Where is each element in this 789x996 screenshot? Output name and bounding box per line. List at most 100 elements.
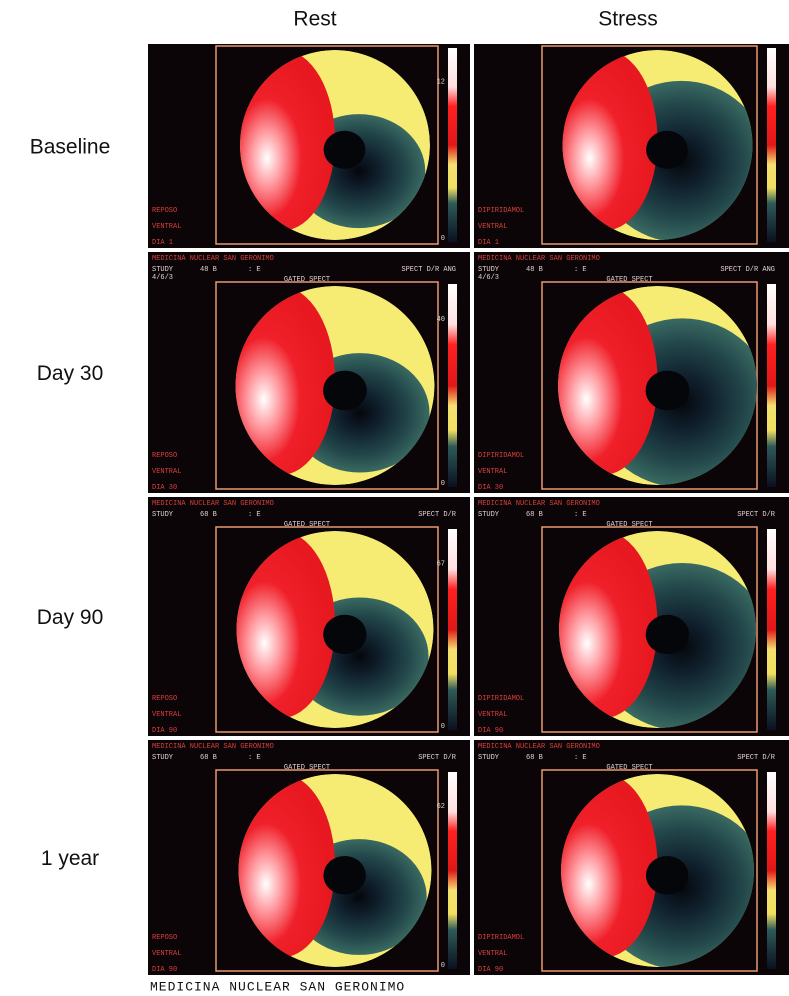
panel-label: REPOSO [152, 695, 177, 703]
panel-label: DIA 90 [152, 966, 177, 974]
color-bar [448, 284, 457, 487]
header-text: 4/6/3 [152, 274, 173, 282]
scale-label: 0 [441, 723, 445, 731]
panel-label: VENTRAL [152, 223, 181, 231]
color-bar [448, 772, 457, 969]
panel-label: VENTRAL [478, 950, 507, 958]
header-text: STUDY [478, 754, 500, 762]
panel-label: DIA 30 [152, 484, 177, 492]
color-bar [448, 48, 457, 242]
color-bar [767, 284, 776, 487]
polar-map-panel: MEDICINA NUCLEAR SAN GERONIMO STUDY 48 B : … [474, 252, 789, 493]
apex [323, 371, 367, 411]
panel-label: VENTRAL [478, 711, 507, 719]
header-text: SPECT D/R [737, 511, 776, 519]
header-text: 68 B [200, 754, 217, 762]
scale-label: 67 [437, 561, 445, 569]
polar-map-panel: DIPIRIDAMOL VENTRAL DIA 1 [474, 44, 789, 248]
panel-label: VENTRAL [152, 950, 181, 958]
header-text: GATED SPECT [284, 764, 330, 772]
header-text: : E [248, 266, 261, 274]
header-text: MEDICINA NUCLEAR SAN GERONIMO [152, 500, 274, 508]
row-label: 1 year [41, 847, 99, 870]
header-text: : E [248, 754, 261, 762]
header-text: MEDICINA NUCLEAR SAN GERONIMO [478, 255, 600, 263]
scale-label: 40 [437, 316, 445, 324]
header-text: GATED SPECT [284, 521, 330, 529]
panel-label: DIA 90 [478, 727, 503, 735]
panel-label: DIPIRIDAMOL [478, 695, 524, 703]
row-label: Baseline [30, 136, 111, 159]
panel-label: VENTRAL [152, 468, 181, 476]
scale-label: 62 [437, 803, 445, 811]
scale-label: 12 [437, 78, 445, 86]
header-text: GATED SPECT [606, 276, 652, 284]
panel-label: VENTRAL [478, 468, 507, 476]
header-text: SPECT D/R [418, 511, 457, 519]
scale-label: 0 [441, 235, 445, 243]
header-text: STUDY [152, 266, 174, 274]
color-bar [767, 48, 776, 242]
panel-label: DIA 90 [152, 727, 177, 735]
polar-map-panel: MEDICINA NUCLEAR SAN GERONIMO STUDY 68 B : … [148, 497, 470, 736]
header-text: : E [248, 511, 261, 519]
header-text: 68 B [200, 511, 217, 519]
color-bar [767, 529, 776, 730]
scale-label: 0 [441, 480, 445, 488]
apex [324, 131, 366, 169]
polar-map-panel: MEDICINA NUCLEAR SAN GERONIMO STUDY 68 B : … [474, 497, 789, 736]
header-text: GATED SPECT [606, 764, 652, 772]
header-text: SPECT D/R ANG [401, 266, 456, 274]
row-label: Day 30 [37, 362, 104, 385]
header-text: MEDICINA NUCLEAR SAN GERONIMO [478, 500, 600, 508]
polar-map-panel: 12 0 REPOSO VENTRAL DIA 1 [148, 44, 470, 248]
apex [323, 856, 365, 895]
header-text: 4/6/3 [478, 274, 499, 282]
panel-label: VENTRAL [152, 711, 181, 719]
page: {"columns": ["Rest", "Stress"], "rows": … [0, 0, 789, 996]
header-text: GATED SPECT [284, 276, 330, 284]
figure-footer: MEDICINA NUCLEAR SAN GERONIMO [150, 979, 405, 994]
panel-label: REPOSO [152, 207, 177, 215]
header-text: STUDY [478, 511, 500, 519]
figure: Rest Stress MEDICINA NUCLEAR SAN GERONIM… [0, 0, 789, 996]
apex [646, 615, 689, 654]
header-text: STUDY [152, 511, 174, 519]
panel-label: DIPIRIDAMOL [478, 207, 524, 215]
panel-label: DIA 30 [478, 484, 503, 492]
header-text: : E [574, 266, 587, 274]
apex [646, 856, 688, 895]
header-text: MEDICINA NUCLEAR SAN GERONIMO [152, 255, 274, 263]
panel-label: VENTRAL [478, 223, 507, 231]
header-text: 68 B [526, 754, 543, 762]
color-bar [767, 772, 776, 969]
header-text: SPECT D/R ANG [720, 266, 775, 274]
apex [646, 371, 690, 411]
apex [646, 131, 688, 169]
panel-label: DIA 1 [478, 239, 499, 247]
panel-label: REPOSO [152, 452, 177, 460]
header-text: SPECT D/R [737, 754, 776, 762]
apex [323, 615, 366, 654]
header-text: GATED SPECT [606, 521, 652, 529]
column-header: Rest [293, 8, 336, 31]
header-text: MEDICINA NUCLEAR SAN GERONIMO [478, 743, 600, 751]
header-text: : E [574, 754, 587, 762]
panel-label: DIA 1 [152, 239, 173, 247]
header-text: STUDY [478, 266, 500, 274]
panel-label: DIPIRIDAMOL [478, 934, 524, 942]
color-bar [448, 529, 457, 730]
header-text: 48 B [526, 266, 543, 274]
panel-label: REPOSO [152, 934, 177, 942]
row-label: Day 90 [37, 606, 104, 629]
header-text: 48 B [200, 266, 217, 274]
column-header: Stress [598, 8, 658, 31]
header-text: : E [574, 511, 587, 519]
polar-map-panel: MEDICINA NUCLEAR SAN GERONIMO STUDY 68 B : … [474, 740, 789, 975]
panel-label: DIA 90 [478, 966, 503, 974]
panel-label: DIPIRIDAMOL [478, 452, 524, 460]
header-text: 68 B [526, 511, 543, 519]
header-text: SPECT D/R [418, 754, 457, 762]
scale-label: 0 [441, 962, 445, 970]
